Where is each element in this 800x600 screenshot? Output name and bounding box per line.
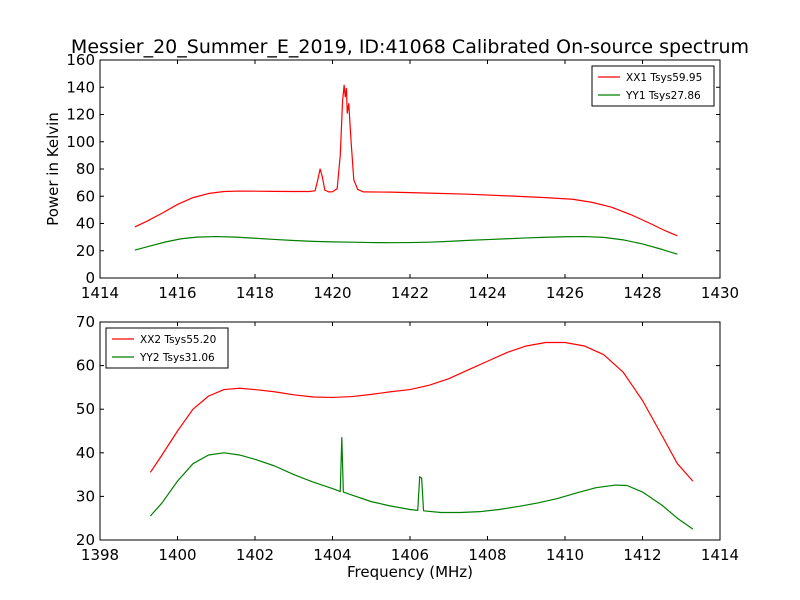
top-chart: 1414 1416 1418 1420 1422 1424 1426 1428 1430 0 20 4… bbox=[44, 51, 739, 302]
x-tick-label: 1410 bbox=[546, 546, 584, 564]
y-tick-label: 160 bbox=[66, 51, 95, 69]
x-tick-label: 1400 bbox=[158, 546, 196, 564]
chart-title: Messier_20_Summer_E_2019, ID:41068 Calib… bbox=[71, 36, 749, 58]
y-tick-label: 50 bbox=[76, 400, 95, 418]
y-tick-label: 40 bbox=[76, 444, 95, 462]
x-tick-label: 1412 bbox=[623, 546, 661, 564]
legend: XX2 Tsys55.20 YY2 Tsys31.06 bbox=[105, 327, 229, 369]
x-tick-label: 1420 bbox=[313, 284, 351, 302]
x-tick-label: 1414 bbox=[81, 284, 119, 302]
x-tick-label: 1422 bbox=[391, 284, 429, 302]
y-tick-label: 20 bbox=[76, 531, 95, 549]
y-tick-label: 100 bbox=[66, 133, 95, 151]
legend-label-1: XX2 Tsys55.20 bbox=[140, 334, 216, 346]
legend: XX1 Tsys59.95 YY1 Tsys27.86 bbox=[591, 65, 715, 107]
y-tick-label: 80 bbox=[76, 160, 95, 178]
x-tick-label: 1406 bbox=[391, 546, 429, 564]
x-tick-label: 1402 bbox=[236, 546, 274, 564]
x-tick-label: 1404 bbox=[313, 546, 351, 564]
x-tick-label: 1416 bbox=[158, 284, 196, 302]
y-tick-label: 0 bbox=[85, 269, 95, 287]
legend-box bbox=[591, 65, 715, 107]
series-line-1 bbox=[134, 84, 678, 237]
y-tick-label: 70 bbox=[76, 313, 95, 331]
x-tick-label: 1430 bbox=[701, 284, 739, 302]
y-tick-label: 120 bbox=[66, 106, 95, 124]
y-tick-label: 140 bbox=[66, 78, 95, 96]
y-tick-label: 20 bbox=[76, 242, 95, 260]
series-line-2 bbox=[149, 436, 694, 530]
series-line-1 bbox=[149, 341, 694, 482]
x-tick-label: 1424 bbox=[468, 284, 506, 302]
legend-label-2: YY2 Tsys31.06 bbox=[139, 352, 215, 364]
y-axis-label: Power in Kelvin bbox=[44, 112, 62, 226]
x-tick-label: 1428 bbox=[623, 284, 661, 302]
y-tick-label: 60 bbox=[76, 187, 95, 205]
legend-label-1: XX1 Tsys59.95 bbox=[626, 72, 702, 84]
x-tick-label: 1426 bbox=[546, 284, 584, 302]
series-line-2 bbox=[134, 235, 678, 255]
legend-box bbox=[105, 327, 229, 369]
y-tick-label: 40 bbox=[76, 215, 95, 233]
y-tick-label: 60 bbox=[76, 357, 95, 375]
x-tick-label: 1398 bbox=[81, 546, 119, 564]
legend-label-2: YY1 Tsys27.86 bbox=[625, 90, 701, 102]
bottom-chart: 1398 1400 1402 1404 1406 1408 1410 1412 1414 20 30… bbox=[76, 313, 739, 581]
x-tick-label: 1408 bbox=[468, 546, 506, 564]
x-axis-label: Frequency (MHz) bbox=[347, 563, 473, 581]
x-tick-label: 1414 bbox=[701, 546, 739, 564]
x-tick-label: 1418 bbox=[236, 284, 274, 302]
y-tick-label: 30 bbox=[76, 487, 95, 505]
